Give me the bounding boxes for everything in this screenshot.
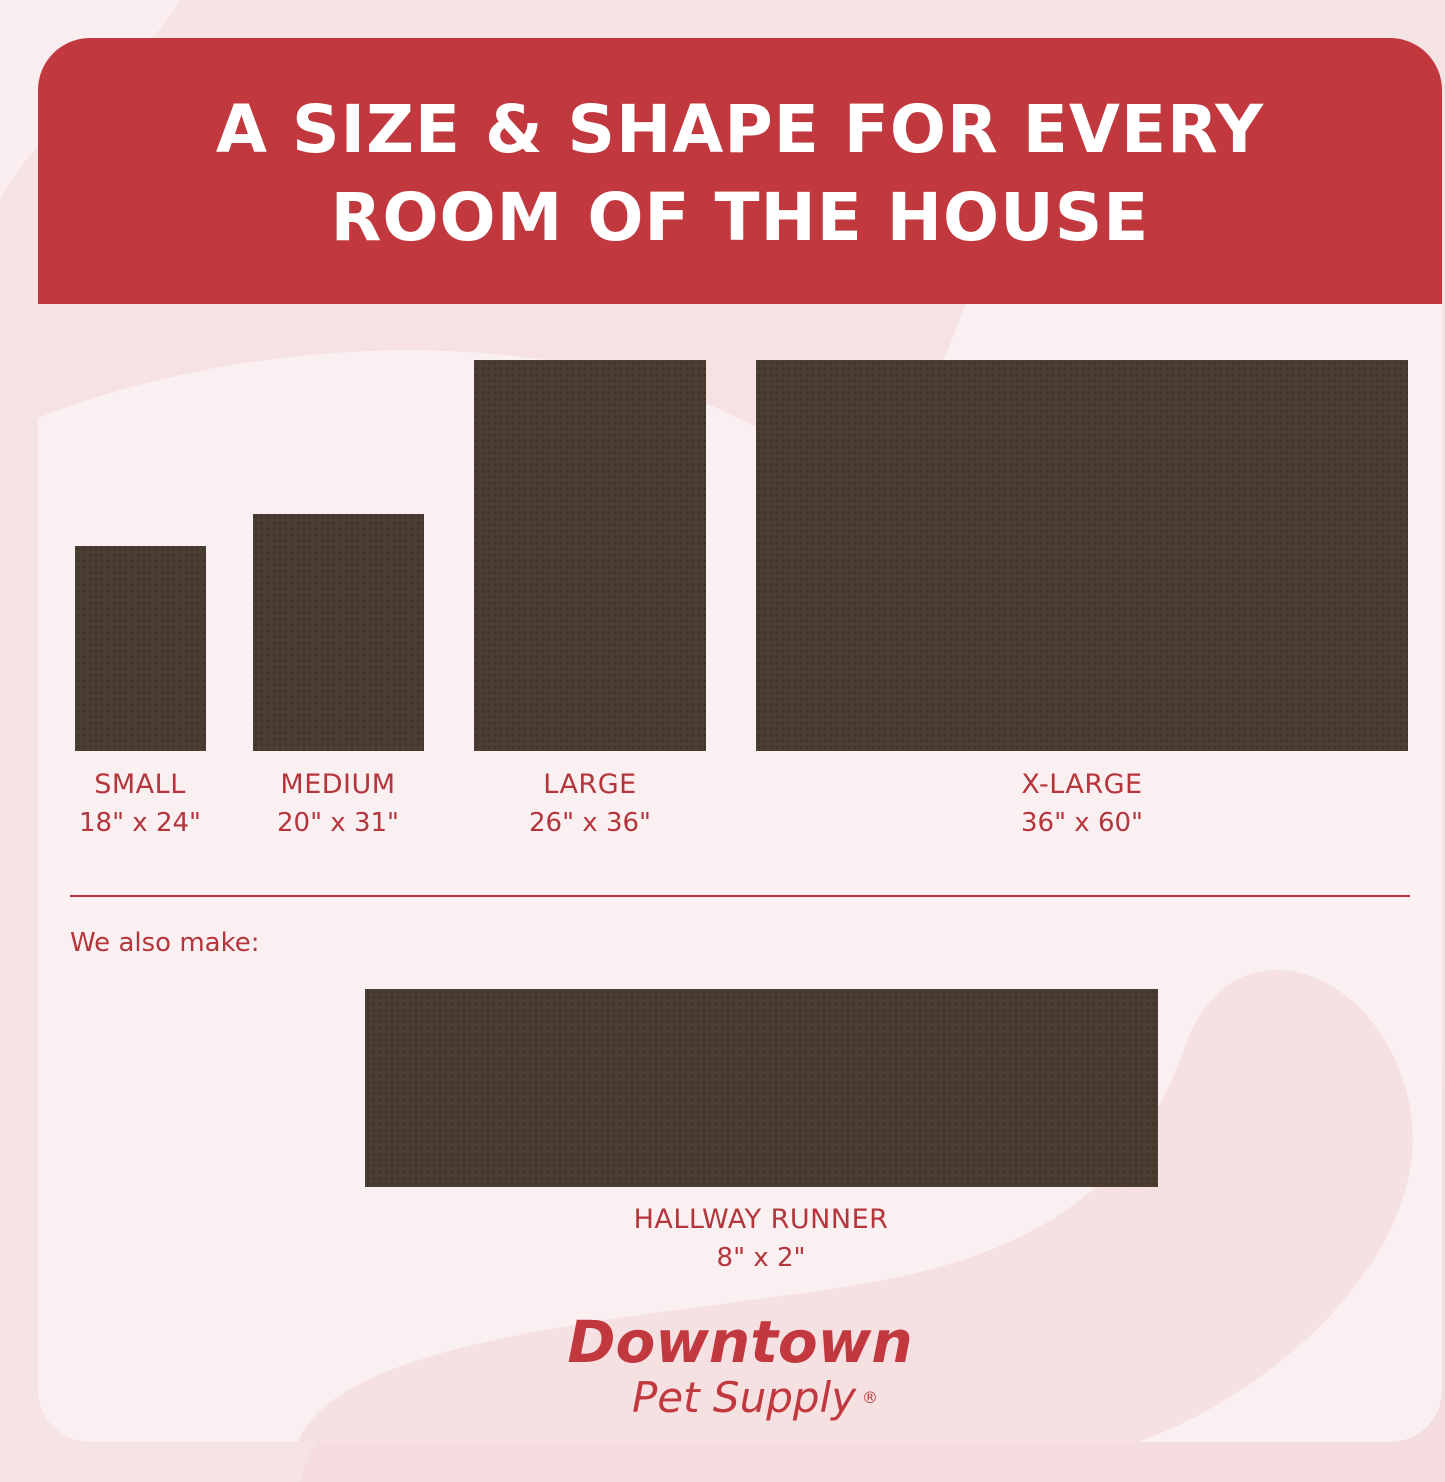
size-dims: 8" x 2" (716, 1243, 806, 1273)
header-banner: A SIZE & SHAPE FOR EVERY ROOM OF THE HOU… (38, 38, 1442, 304)
title-line-2: ROOM OF THE HOUSE (330, 179, 1150, 256)
page-title: A SIZE & SHAPE FOR EVERY ROOM OF THE HOU… (38, 86, 1442, 262)
infographic-card: A SIZE & SHAPE FOR EVERY ROOM OF THE HOU… (38, 38, 1442, 1442)
size-name: SMALL (94, 769, 186, 800)
brand-logo: Downtown Pet Supply ® (567, 1310, 912, 1422)
size-name: HALLWAY RUNNER (633, 1204, 889, 1235)
card-swirl (38, 303, 1413, 1442)
logo-line-1: Downtown (567, 1308, 913, 1376)
mat-hallway-runner (365, 989, 1158, 1187)
divider (70, 895, 1410, 897)
mat-small (75, 546, 206, 751)
size-dims: 26" x 36" (528, 808, 652, 838)
mat-x-large (756, 360, 1408, 751)
size-name: X-LARGE (1021, 769, 1143, 800)
size-label-hallway-runner: HALLWAY RUNNER 8" x 2" (634, 1201, 889, 1277)
size-dims: 36" x 60" (1020, 808, 1144, 838)
title-line-1: A SIZE & SHAPE FOR EVERY (215, 91, 1265, 168)
size-name: MEDIUM (280, 769, 396, 800)
size-label-x-large: X-LARGE 36" x 60" (1021, 766, 1143, 842)
size-label-medium: MEDIUM 20" x 31" (277, 766, 399, 842)
also-make-label: We also make: (70, 928, 260, 958)
mat-medium (253, 514, 424, 751)
logo-line-2: Pet Supply (631, 1373, 857, 1422)
registered-mark: ® (862, 1388, 879, 1407)
size-dims: 18" x 24" (78, 808, 202, 838)
size-name: LARGE (543, 769, 637, 800)
size-label-large: LARGE 26" x 36" (529, 766, 651, 842)
size-dims: 20" x 31" (276, 808, 400, 838)
size-label-small: SMALL 18" x 24" (79, 766, 201, 842)
mat-large (474, 360, 706, 751)
